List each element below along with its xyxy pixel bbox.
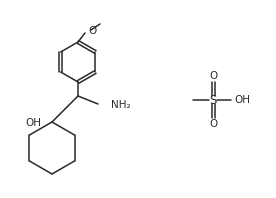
Text: OH: OH (234, 95, 250, 105)
Text: NH₂: NH₂ (111, 100, 131, 110)
Text: O: O (88, 26, 96, 36)
Text: OH: OH (25, 118, 41, 128)
Text: S: S (209, 93, 217, 107)
Text: O: O (209, 119, 217, 129)
Text: O: O (209, 71, 217, 81)
